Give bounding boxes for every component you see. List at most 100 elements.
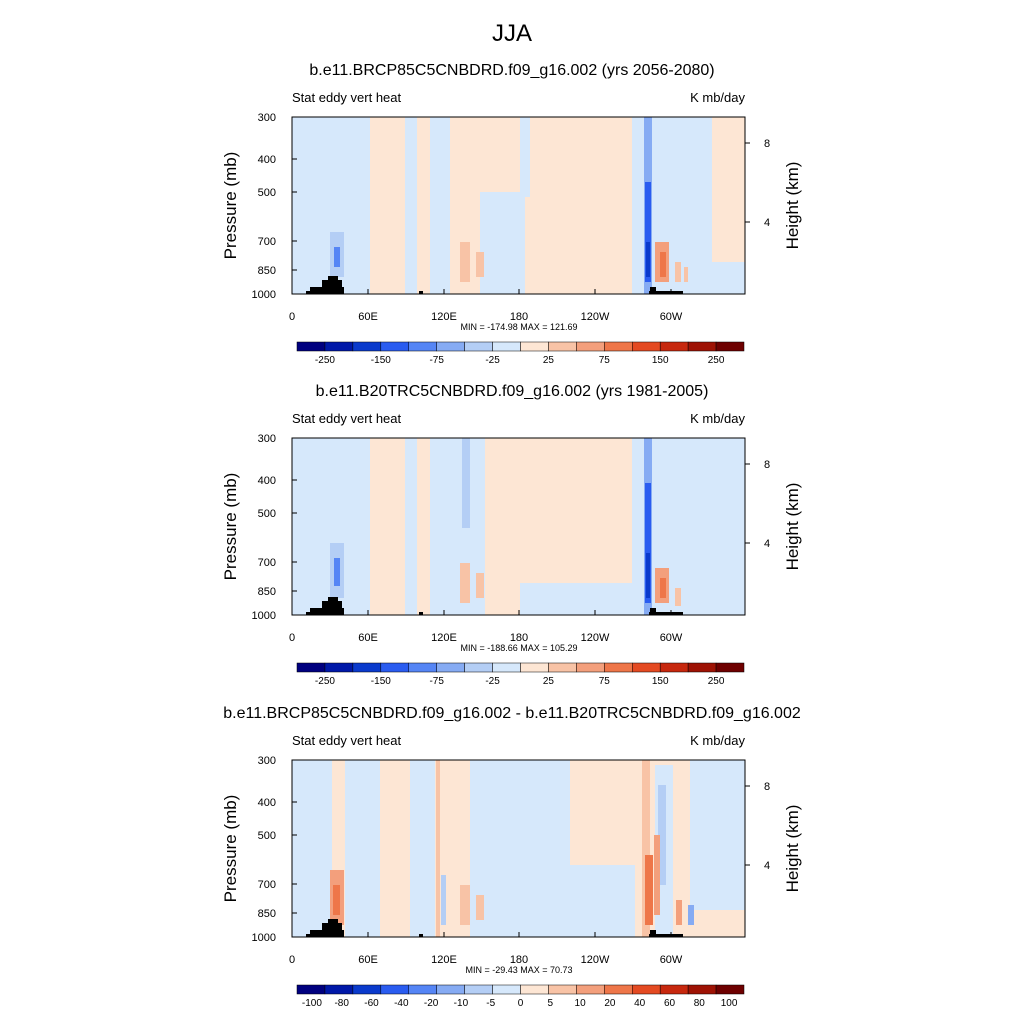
colorbar-label: 80 (694, 998, 706, 1009)
colorbar-label: 250 (708, 355, 725, 366)
field-contour (660, 578, 666, 598)
colorbar-swatch (520, 984, 549, 995)
topography-mask (419, 291, 423, 294)
colorbar-label: -75 (429, 355, 444, 366)
colorbar-swatch (492, 984, 521, 995)
topography-mask (306, 612, 344, 615)
left-label: Stat eddy vert heat (292, 733, 402, 748)
right-label: K mb/day (690, 733, 745, 748)
x-tick-label: 180 (510, 954, 528, 966)
colorbar-swatch (715, 984, 745, 995)
colorbar-swatch (436, 341, 465, 352)
colorbar-swatch (520, 662, 549, 673)
topography-mask (328, 919, 338, 923)
x-tick-label: 60W (660, 954, 683, 966)
x-tick-label: 0 (289, 954, 295, 966)
field-contour (520, 583, 640, 615)
topography-mask (328, 276, 338, 280)
y2-axis-label: Height (km) (783, 483, 802, 571)
topography-mask (650, 287, 656, 291)
colorbar-swatch (520, 341, 549, 352)
colorbar-swatch (464, 341, 493, 352)
colorbar-swatch (659, 341, 689, 352)
x-tick-label: 0 (289, 311, 295, 323)
x-tick-label: 120E (431, 311, 457, 323)
panel-future: b.e11.BRCP85C5CNBDRD.f09_g16.002 (yrs 20… (0, 62, 1024, 366)
topography-mask (322, 923, 342, 930)
x-tick-label: 60W (660, 632, 683, 644)
field-contour (441, 875, 446, 925)
topography-mask (306, 291, 344, 294)
field-contour (405, 117, 417, 294)
colorbar-swatch (715, 662, 745, 673)
topography-mask (328, 597, 338, 601)
y2-tick-label: 8 (764, 781, 770, 793)
chart-svg: Stat eddy vert heat K mb/day 300 400 500 700 8… (221, 411, 802, 687)
y-tick-label: 850 (258, 265, 276, 277)
panel-difference: b.e11.BRCP85C5CNBDRD.f09_g16.002 - b.e11… (0, 705, 1024, 1009)
field-contour (430, 117, 450, 294)
field-contour (654, 835, 660, 915)
min-max-stats: MIN = -174.98 MAX = 121.69 (460, 322, 577, 332)
field-contour (684, 267, 688, 282)
field-contour (642, 760, 650, 937)
field-contour (645, 855, 653, 925)
x-tick-label: 120E (431, 632, 457, 644)
field-contour (646, 242, 650, 277)
y-tick-label: 850 (258, 586, 276, 598)
colorbar-swatch (436, 662, 465, 673)
colorbar-label: -250 (315, 676, 335, 687)
y2-tick-label: 4 (764, 538, 770, 550)
field-contour (334, 247, 340, 267)
x-tick-label: 60E (358, 632, 378, 644)
y-tick-label: 400 (258, 797, 276, 809)
colorbar-swatch (352, 662, 382, 673)
colorbar-label: -25 (485, 355, 500, 366)
colorbar-label: -150 (371, 355, 391, 366)
colorbar-swatch (296, 662, 326, 673)
field-contour (646, 553, 650, 598)
colorbar-label: -250 (315, 355, 335, 366)
panel-title: b.e11.B20TRC5CNBDRD.f09_g16.002 (yrs 198… (315, 383, 709, 400)
topography-mask (306, 934, 344, 937)
field-contour (476, 252, 484, 277)
y2-axis-label: Height (km) (783, 805, 802, 893)
topography-mask (310, 608, 344, 612)
colorbar-swatch (632, 662, 661, 673)
colorbar-swatch (408, 984, 437, 995)
colorbar-swatch (576, 984, 605, 995)
colorbar-swatch (380, 984, 409, 995)
field-contour (645, 483, 651, 603)
left-label: Stat eddy vert heat (292, 411, 402, 426)
x-tick-label: 0 (289, 632, 295, 644)
colorbar-swatch (464, 984, 493, 995)
topography-mask (310, 287, 344, 291)
colorbar-label: 25 (543, 676, 555, 687)
colorbar-label: 75 (599, 355, 611, 366)
field-contour (660, 252, 666, 277)
topography-mask (322, 601, 342, 608)
colorbar-swatch (352, 984, 382, 995)
colorbar-label: 150 (652, 676, 669, 687)
field-contour (430, 438, 485, 615)
right-label: K mb/day (690, 90, 745, 105)
colorbar-label: -25 (485, 676, 500, 687)
colorbar-swatch (604, 662, 633, 673)
colorbar-label: -80 (334, 998, 349, 1009)
colorbar-label: -10 (454, 998, 469, 1009)
field-contour (462, 438, 470, 528)
colorbar-swatch (687, 341, 717, 352)
field-contour (688, 905, 694, 925)
field-contour (476, 895, 484, 920)
colorbar-swatch (324, 984, 354, 995)
colorbar-label: 25 (543, 355, 555, 366)
field-contour (405, 438, 417, 615)
y-tick-label: 850 (258, 908, 276, 920)
y-tick-label: 300 (258, 433, 276, 445)
y-tick-label: 700 (258, 879, 276, 891)
colorbar-swatch (380, 341, 409, 352)
y-tick-label: 300 (258, 755, 276, 767)
field-contour (470, 760, 570, 937)
field-contour (460, 885, 470, 925)
field-contour (520, 117, 530, 197)
